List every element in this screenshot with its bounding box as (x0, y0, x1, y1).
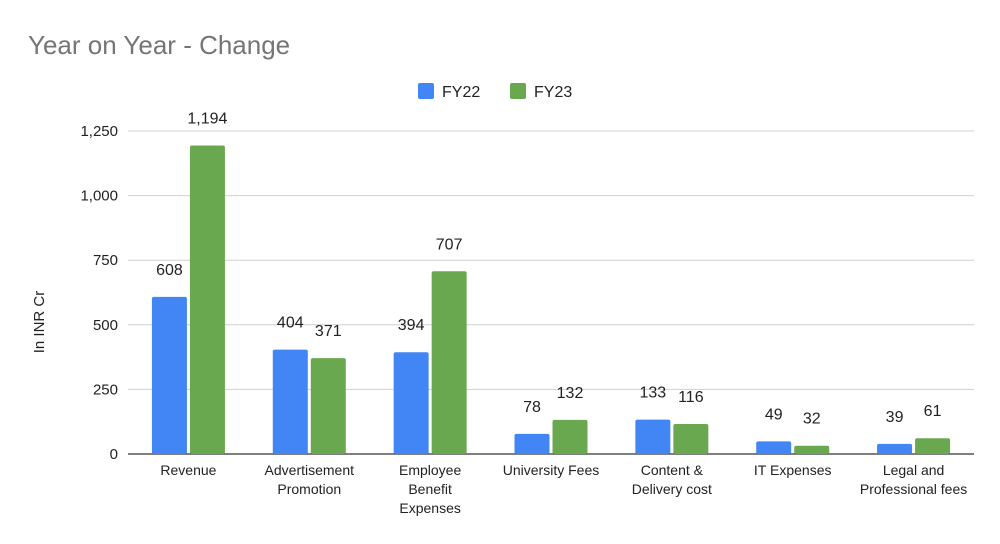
bar-fy22 (393, 352, 429, 454)
data-label: 133 (640, 385, 667, 402)
y-axis-label: In INR Cr (31, 291, 48, 354)
bar-fy22 (635, 419, 671, 454)
bar-fy23 (431, 271, 467, 454)
data-labels: 608 1,194 404 371 394 707 78 132 133 116 49 32 39 61 (156, 110, 941, 427)
category-label: University Fees (503, 462, 599, 478)
legend: FY22 FY23 (418, 83, 572, 101)
chart-title: Year on Year - Change (28, 30, 290, 60)
data-label: 707 (436, 236, 463, 253)
legend-label-fy22: FY22 (442, 84, 480, 101)
data-label: 132 (557, 385, 584, 402)
legend-label-fy23: FY23 (534, 84, 572, 101)
bar-fy23 (552, 419, 588, 454)
bar-fy23 (310, 358, 346, 454)
data-label: 394 (398, 317, 425, 334)
bar-fy22 (514, 433, 550, 454)
data-label: 608 (156, 262, 183, 279)
bar-fy23 (794, 445, 830, 454)
category-label: Legal and Professional fees (860, 462, 967, 497)
data-label: 61 (924, 403, 942, 420)
y-tick-label: 0 (110, 446, 118, 463)
data-label: 371 (315, 323, 342, 340)
bar-fy22 (272, 349, 308, 454)
grid-lines (128, 130, 974, 455)
data-label: 49 (765, 406, 783, 423)
category-label: Revenue (160, 462, 216, 478)
legend-swatch-fy23 (510, 83, 526, 99)
y-tick-label: 500 (93, 317, 118, 334)
bar-fy22 (756, 441, 792, 454)
category-label: Employee Benefit Expenses (399, 462, 461, 516)
data-label: 39 (886, 409, 904, 426)
category-label: Advertisement Promotion (265, 462, 355, 497)
bar-fy22 (877, 443, 913, 454)
legend-swatch-fy22 (418, 83, 434, 99)
y-tick-label: 1,000 (80, 188, 118, 205)
y-tick-label: 750 (93, 252, 118, 269)
data-label: 116 (678, 389, 704, 406)
bar-fy23 (915, 438, 951, 454)
category-labels: Revenue Advertisement Promotion Employee Ben… (160, 462, 967, 516)
y-tick-labels: 0 250 500 750 1,000 1,250 (80, 123, 118, 463)
data-label: 404 (277, 315, 304, 332)
y-tick-label: 250 (93, 381, 118, 398)
data-label: 78 (523, 399, 541, 416)
bar-fy22 (151, 296, 187, 454)
data-label: 32 (803, 411, 821, 428)
bar-fy23 (189, 145, 225, 454)
bar-fy23 (673, 424, 709, 454)
category-label: Content & Delivery cost (632, 462, 712, 497)
bars (151, 145, 951, 454)
data-label: 1,194 (187, 110, 227, 127)
category-label: IT Expenses (754, 462, 832, 478)
y-tick-label: 1,250 (80, 123, 118, 140)
